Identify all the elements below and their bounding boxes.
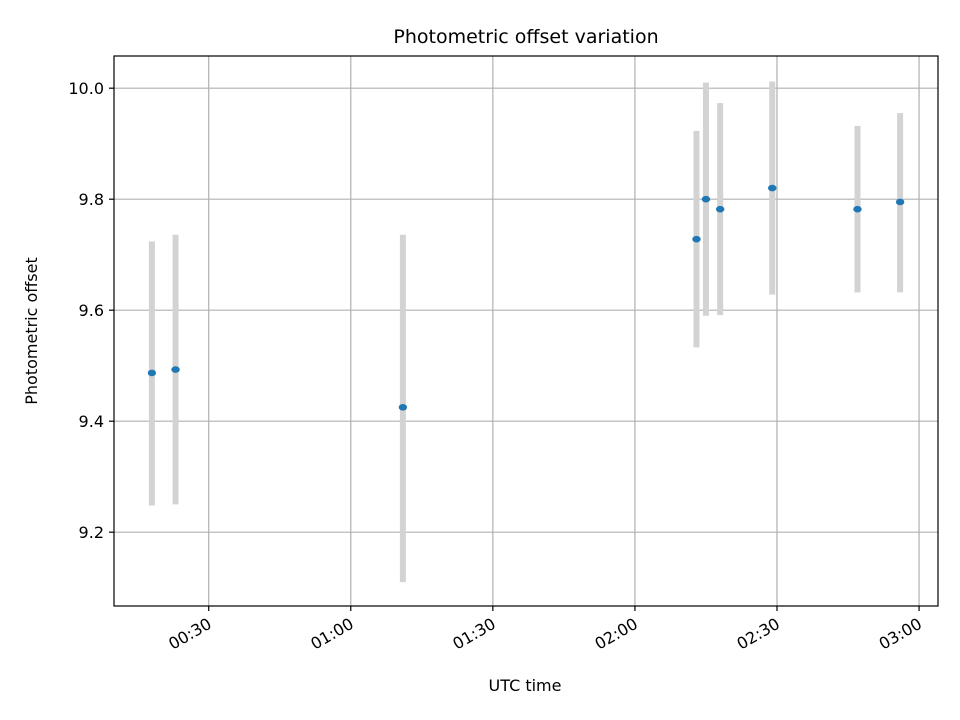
y-tick-label: 9.4 (79, 412, 104, 431)
data-point (171, 366, 180, 373)
y-tick-label: 9.8 (79, 190, 104, 209)
chart-title: Photometric offset variation (393, 26, 658, 48)
data-point (768, 184, 777, 192)
data-point (398, 404, 408, 411)
data-point (692, 235, 701, 243)
data-point (895, 198, 905, 206)
grid (114, 56, 938, 606)
y-tick-label: 9.2 (79, 523, 104, 542)
y-axis-label: Photometric offset (22, 257, 41, 405)
axes-frame (113, 55, 939, 607)
data-point (853, 205, 862, 213)
data-point (701, 195, 711, 203)
y-tick-label: 9.6 (79, 301, 104, 320)
data-points (147, 184, 905, 411)
x-axis-label: UTC time (489, 676, 562, 695)
plot-area (114, 56, 938, 606)
data-point (715, 205, 725, 213)
y-tick-label: 10.0 (68, 79, 104, 98)
y-axis-ticks: 9.2 9.4 9.6 9.8 10.0 (68, 79, 114, 542)
data-point (147, 369, 157, 377)
